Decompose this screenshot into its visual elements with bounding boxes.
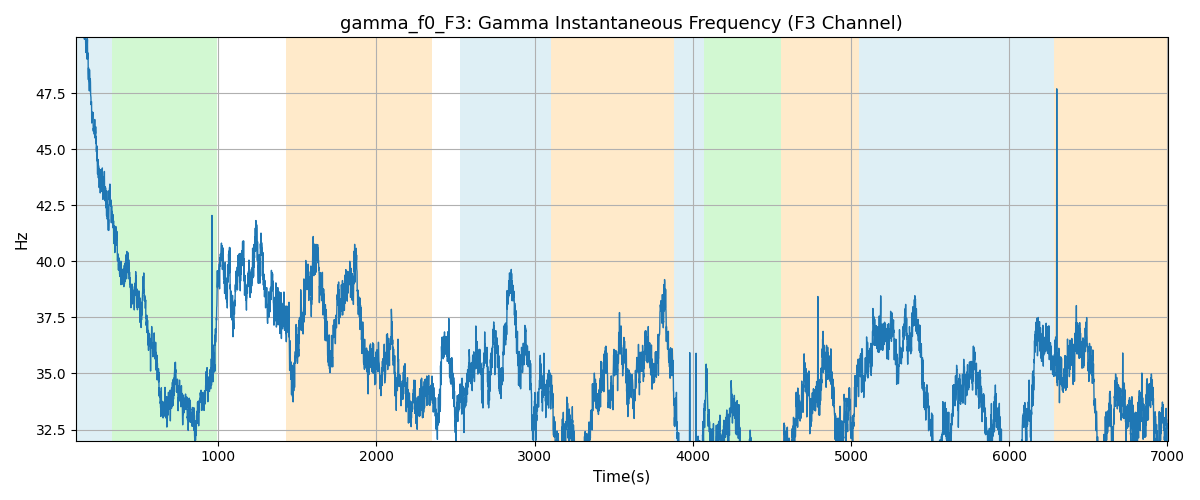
- Bar: [287, 38, 432, 440]
- Bar: [76, 38, 113, 440]
- Bar: [1054, 38, 1168, 440]
- Bar: [461, 38, 551, 440]
- Bar: [674, 38, 704, 440]
- Bar: [551, 38, 674, 440]
- Bar: [704, 38, 781, 440]
- Bar: [113, 38, 217, 440]
- X-axis label: Time(s): Time(s): [593, 470, 650, 485]
- Y-axis label: Hz: Hz: [14, 230, 30, 249]
- Title: gamma_f0_F3: Gamma Instantaneous Frequency (F3 Channel): gamma_f0_F3: Gamma Instantaneous Frequen…: [341, 15, 904, 34]
- Bar: [911, 38, 1054, 440]
- Bar: [859, 38, 911, 440]
- Bar: [781, 38, 859, 440]
